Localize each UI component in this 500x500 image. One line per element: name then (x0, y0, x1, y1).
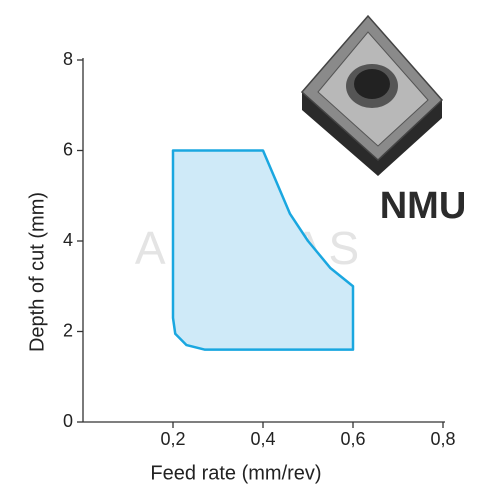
x-tick-label: 0,2 (160, 429, 185, 449)
y-axis-title: Depth of cut (mm) (26, 192, 48, 352)
y-tick-label: 6 (63, 139, 73, 159)
insert-image (300, 14, 444, 176)
area-region (171, 149, 355, 351)
y-tick-label: 4 (63, 230, 73, 250)
x-tick-label: 0,8 (430, 429, 455, 449)
x-axis-title: Feed rate (mm/rev) (150, 462, 321, 484)
x-tick-label: 0,4 (250, 429, 275, 449)
x-tick-label: 0,6 (340, 429, 365, 449)
y-tick-label: 8 (63, 49, 73, 69)
annotation: NMU (380, 185, 467, 227)
y-tick-label: 0 (63, 411, 73, 431)
y-tick-label: 2 (63, 320, 73, 340)
